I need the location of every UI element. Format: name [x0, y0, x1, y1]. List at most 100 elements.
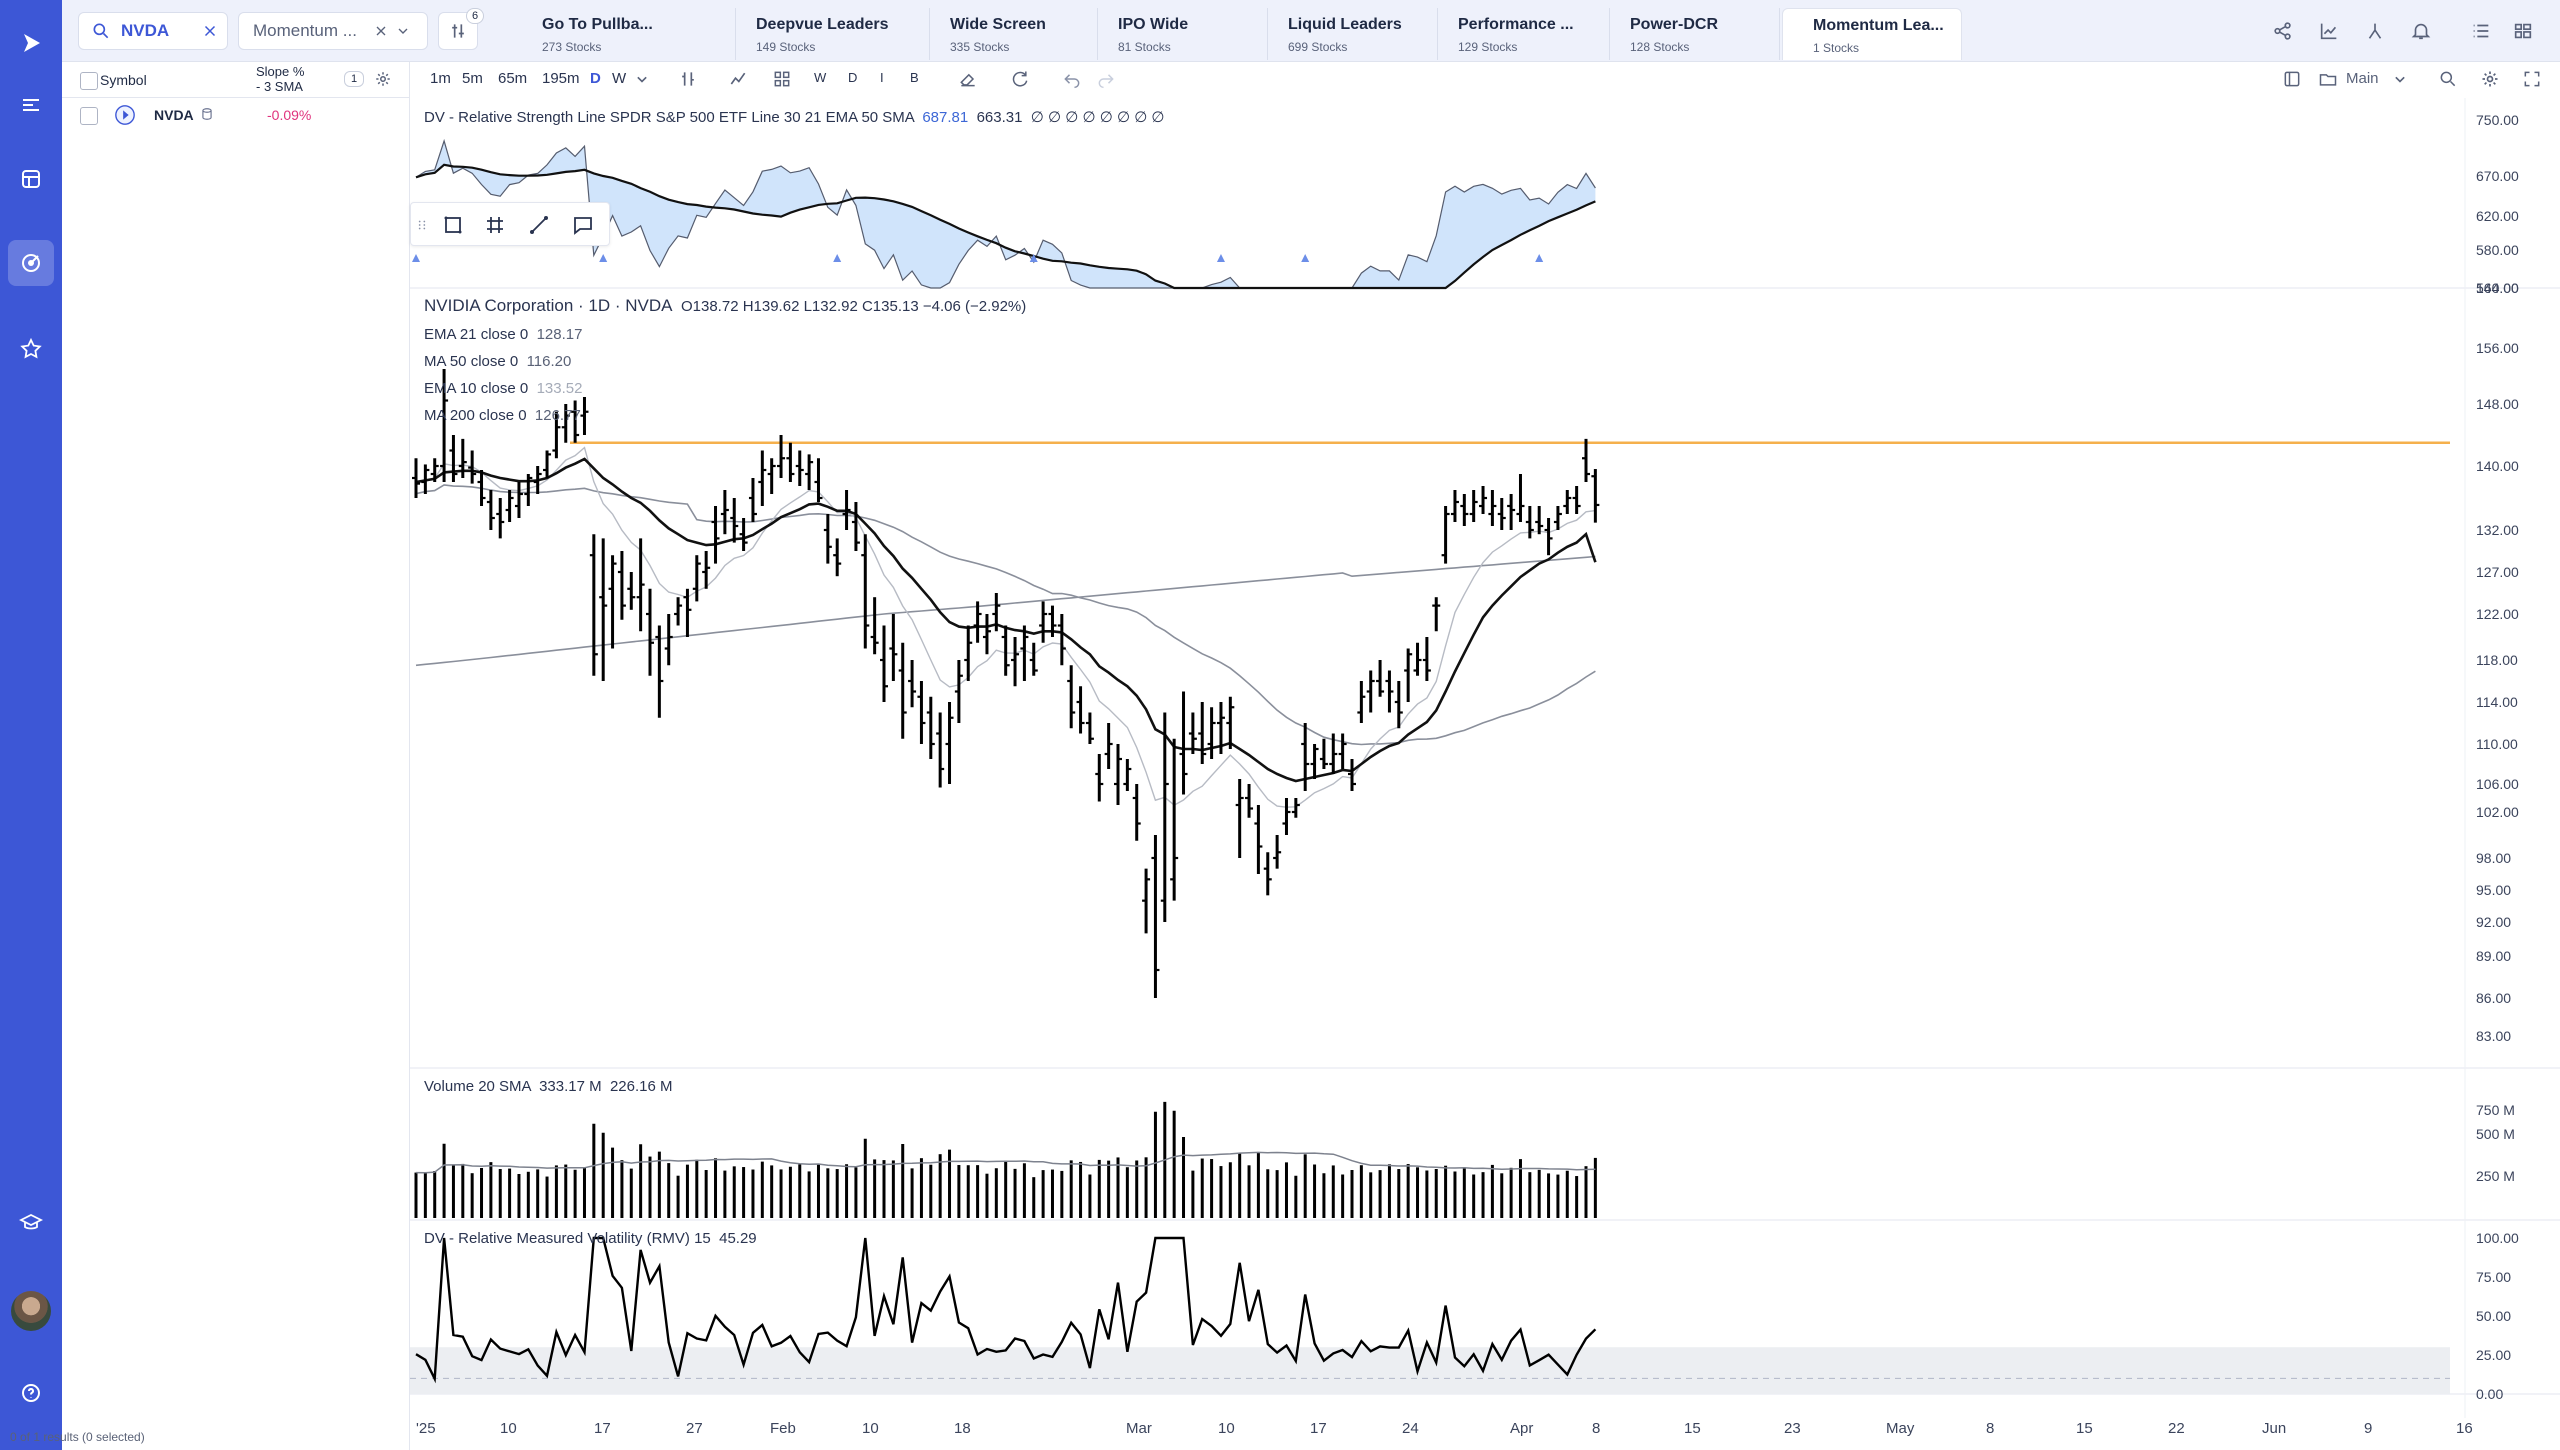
interval-65m[interactable]: 65m — [498, 70, 528, 87]
interval-weekly[interactable]: W — [612, 70, 627, 87]
clear-screen-icon[interactable] — [373, 23, 389, 39]
study-name: EMA 10 close 0 — [424, 380, 529, 397]
chart-line-icon[interactable] — [2318, 20, 2340, 42]
fib-tool-icon[interactable] — [483, 213, 507, 237]
tab-i[interactable]: I — [880, 70, 884, 85]
watchlist-tab[interactable]: Go To Pullba... 273 Stocks — [522, 8, 736, 60]
price-tick: 83.00 — [2476, 1028, 2512, 1044]
compare-icon[interactable] — [2364, 20, 2386, 42]
rs-value: 687.81 — [922, 109, 969, 126]
tab-w[interactable]: W — [814, 70, 827, 85]
tab-b[interactable]: B — [910, 70, 919, 85]
rmv-title: DV - Relative Measured Volatility (RMV) … — [424, 1230, 711, 1247]
watchlist-tab[interactable]: IPO Wide 81 Stocks — [1098, 8, 1268, 60]
drag-handle-icon[interactable] — [415, 215, 429, 235]
panel-icon[interactable] — [2282, 69, 2302, 89]
rmv-tick: 0.00 — [2476, 1386, 2504, 1402]
layouts-icon[interactable] — [772, 69, 792, 89]
rs-new-high-marker — [1029, 254, 1038, 262]
bar-style-icon[interactable] — [678, 69, 698, 89]
watchlist-tab-active[interactable]: Momentum Lea... 1 Stocks — [1782, 8, 1962, 60]
settings-icon[interactable] — [374, 70, 392, 88]
x-tick: 18 — [954, 1420, 971, 1437]
clear-search-icon[interactable] — [201, 22, 219, 40]
star-icon[interactable] — [8, 326, 54, 372]
zoom-icon[interactable] — [2438, 69, 2458, 89]
select-all-checkbox[interactable] — [80, 72, 98, 90]
price-tick: 140.00 — [2476, 458, 2519, 474]
x-tick: 8 — [1592, 1420, 1601, 1437]
watchlist-tab[interactable]: Power-DCR 128 Stocks — [1610, 8, 1780, 60]
price-tick: 102.00 — [2476, 804, 2519, 820]
col-slope[interactable]: Slope % - 3 SMA — [256, 64, 305, 94]
app-nav-bar — [0, 0, 62, 1450]
trendline-tool-icon[interactable] — [527, 213, 551, 237]
help-icon[interactable] — [8, 1370, 54, 1416]
rs-ma-value: 663.31 — [976, 109, 1023, 126]
price-tick: 127.00 — [2476, 564, 2519, 580]
price-tick: 95.00 — [2476, 882, 2512, 898]
comment-tool-icon[interactable] — [571, 213, 595, 237]
price-tick: 89.00 — [2476, 948, 2512, 964]
watchlist-tab[interactable]: Deepvue Leaders 149 Stocks — [736, 8, 930, 60]
chevron-down-icon[interactable] — [632, 69, 652, 89]
rmv-tick: 25.00 — [2476, 1347, 2512, 1363]
search-icon — [93, 23, 109, 39]
volume-title: Volume 20 SMA — [424, 1078, 531, 1095]
redo-icon[interactable] — [1096, 69, 1116, 89]
undo-icon[interactable] — [1062, 69, 1082, 89]
chart-canvas[interactable] — [410, 98, 2560, 1450]
grid-view-icon[interactable] — [2512, 20, 2534, 42]
interval-5m[interactable]: 5m — [462, 70, 483, 87]
study-name: MA 200 close 0 — [424, 407, 527, 424]
tab-d[interactable]: D — [848, 70, 858, 85]
list-item[interactable]: NVDA -0.09% — [62, 98, 410, 132]
rectangle-tool-icon[interactable] — [441, 213, 465, 237]
volume-sma: 333.17 M — [539, 1078, 602, 1095]
col-symbol[interactable]: Symbol — [100, 72, 147, 88]
radar-icon[interactable] — [8, 240, 54, 286]
folder-icon[interactable] — [2318, 69, 2338, 89]
row-checkbox[interactable] — [80, 107, 98, 125]
interval-daily[interactable]: D — [590, 70, 601, 87]
x-tick: Apr — [1510, 1420, 1534, 1437]
layout-name[interactable]: Main — [2346, 70, 2379, 87]
fullscreen-icon[interactable] — [2522, 69, 2542, 89]
chart-area[interactable]: DV - Relative Strength Line SPDR S&P 500… — [410, 98, 2560, 1450]
indicators-icon[interactable] — [728, 69, 748, 89]
menu-icon[interactable] — [8, 82, 54, 128]
watchlist-tab[interactable]: Wide Screen 335 Stocks — [930, 8, 1098, 60]
refresh-icon[interactable] — [1010, 69, 1030, 89]
watchlist-tab[interactable]: Liquid Leaders 699 Stocks — [1268, 8, 1438, 60]
interval-1m[interactable]: 1m — [430, 70, 451, 87]
rs-new-high-marker — [833, 254, 842, 262]
price-tick: 132.00 — [2476, 522, 2519, 538]
rmv-line — [415, 1236, 1597, 1384]
logo-icon[interactable] — [8, 20, 54, 66]
symbol-search[interactable]: NVDA — [78, 12, 228, 50]
education-icon[interactable] — [8, 1200, 54, 1246]
top-bar: NVDA Momentum ... 6 Go To Pullba... 273 S… — [62, 0, 2560, 62]
x-tick: Mar — [1126, 1420, 1152, 1437]
x-tick: 10 — [500, 1420, 517, 1437]
screen-select[interactable]: Momentum ... — [238, 12, 428, 50]
gear-icon[interactable] — [2480, 69, 2500, 89]
avatar[interactable] — [11, 1291, 51, 1331]
rs-legend: DV - Relative Strength Line SPDR S&P 500… — [424, 108, 1165, 126]
row-symbol[interactable]: NVDA — [154, 107, 194, 123]
volume-tick: 750 M — [2476, 1102, 2515, 1118]
watchlist-tab[interactable]: Performance ... 129 Stocks — [1438, 8, 1610, 60]
search-input[interactable]: NVDA — [121, 21, 170, 40]
play-icon[interactable] — [114, 104, 136, 126]
share-icon[interactable] — [2272, 20, 2294, 42]
x-tick: 27 — [686, 1420, 703, 1437]
chevron-down-icon[interactable] — [395, 23, 411, 39]
price-title: NVIDIA Corporation · 1D · NVDA — [424, 296, 672, 315]
alert-bell-icon[interactable] — [2410, 20, 2432, 42]
eraser-icon[interactable] — [958, 69, 978, 89]
chevron-down-icon[interactable] — [2390, 69, 2410, 89]
interval-195m[interactable]: 195m — [542, 70, 580, 87]
rs-tick: 540.00 — [2476, 280, 2519, 296]
layout-icon[interactable] — [8, 156, 54, 202]
list-view-icon[interactable] — [2470, 20, 2492, 42]
